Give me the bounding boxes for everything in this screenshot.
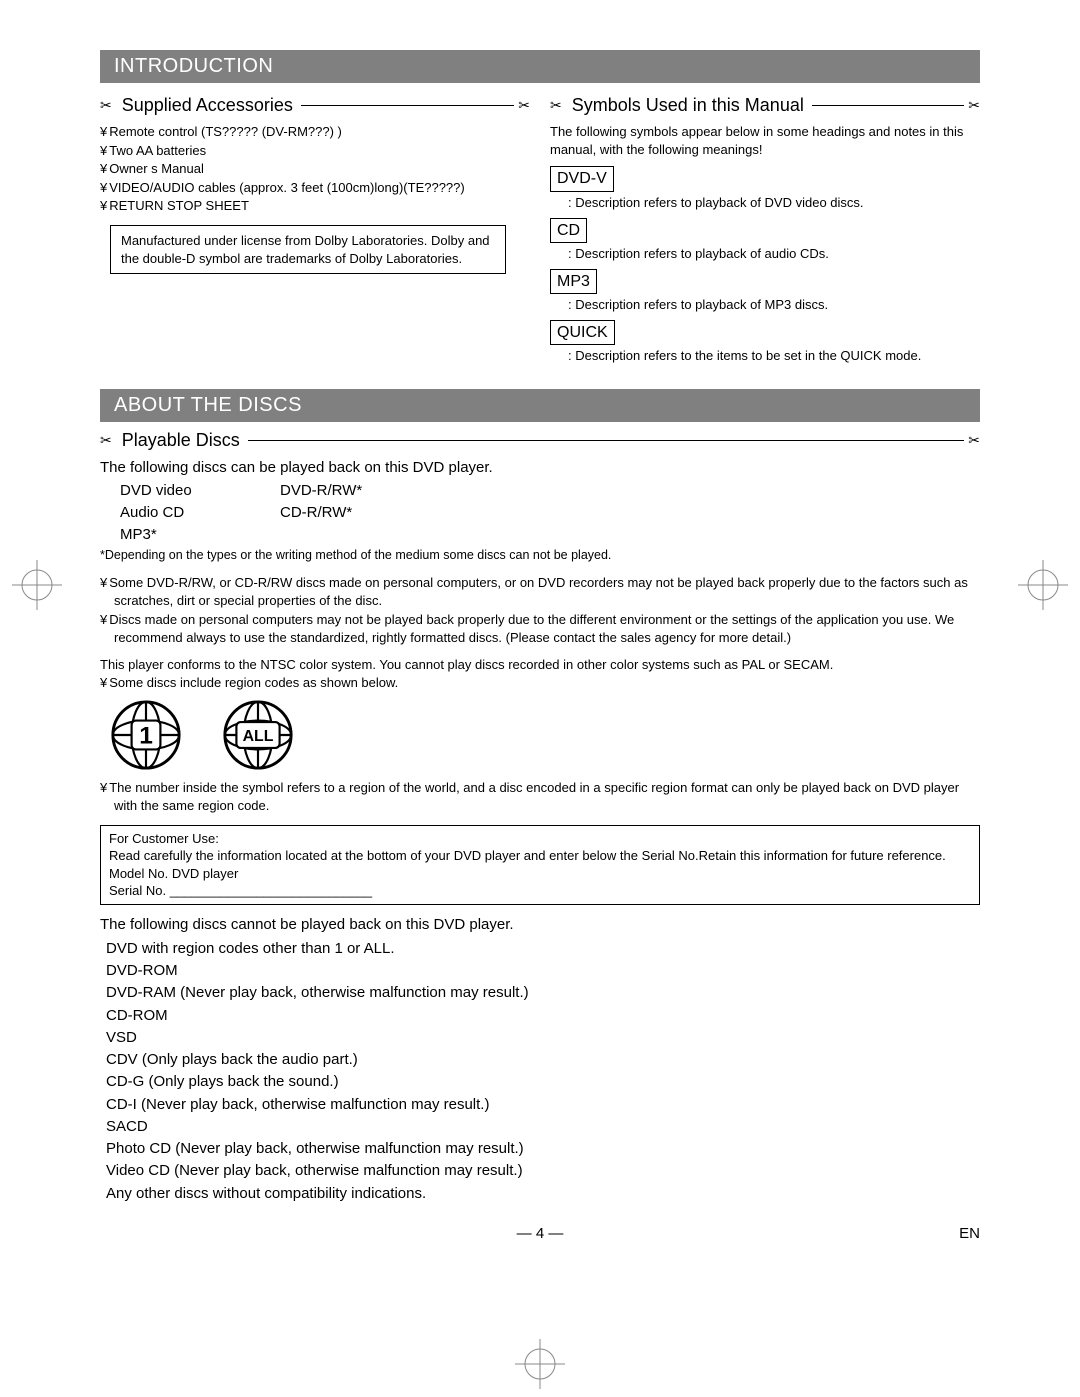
symbol-quick-label: QUICK — [550, 320, 615, 346]
scissor-icon: ✂ — [550, 96, 562, 115]
symbol-dvdv-label: DVD-V — [550, 166, 614, 192]
disc-note-item: Discs made on personal computers may not… — [100, 611, 980, 646]
disc-table-row: MP3* — [120, 525, 980, 545]
header-line — [812, 105, 964, 106]
symbols-col: ✂ Symbols Used in this Manual ✂ The foll… — [550, 89, 980, 371]
symbol-mp3-desc: Description refers to playback of MP3 di… — [568, 296, 980, 314]
region-note: The number inside the symbol refers to a… — [100, 779, 980, 814]
symbol-quick-desc: Description refers to the items to be se… — [568, 347, 980, 365]
cannot-item: DVD with region codes other than 1 or AL… — [106, 939, 980, 959]
cannot-item: CD-ROM — [106, 1006, 980, 1026]
disc-cell: DVD-R/RW* — [280, 481, 362, 501]
disc-cell: DVD video — [120, 481, 280, 501]
symbol-mp3-label: MP3 — [550, 269, 597, 295]
cannot-item: Photo CD (Never play back, otherwise mal… — [106, 1139, 980, 1159]
cannot-item: DVD-RAM (Never play back, otherwise malf… — [106, 983, 980, 1003]
disc-cell: CD-R/RW* — [280, 503, 352, 523]
region-note-text: The number inside the symbol refers to a… — [100, 779, 980, 814]
section-introduction-bar: INTRODUCTION — [100, 50, 980, 83]
customer-use-box: For Customer Use: Read carefully the inf… — [100, 825, 980, 905]
region-1-icon: 1 — [110, 699, 182, 771]
svg-text:ALL: ALL — [243, 728, 274, 745]
cannot-item: Any other discs without compatibility in… — [106, 1184, 980, 1204]
disc-notes: Some DVD-R/RW, or CD-R/RW discs made on … — [100, 574, 980, 646]
disc-footnote: *Depending on the types or the writing m… — [100, 547, 980, 564]
symbol-row: CD Description refers to playback of aud… — [550, 218, 980, 263]
section-about-bar: ABOUT THE DISCS — [100, 389, 980, 422]
region-intro-text: Some discs include region codes as shown… — [100, 674, 980, 692]
customer-line: Serial No. ____________________________ — [109, 882, 971, 900]
playable-intro: The following discs can be played back o… — [100, 458, 980, 478]
accessory-item: Owner s Manual — [100, 160, 530, 178]
region-intro: Some discs include region codes as shown… — [100, 674, 980, 692]
cannot-item: CDV (Only plays back the audio part.) — [106, 1050, 980, 1070]
cannot-item: DVD-ROM — [106, 961, 980, 981]
customer-line: Model No. DVD player — [109, 865, 971, 883]
intro-columns: ✂ Supplied Accessories ✂ Remote control … — [100, 89, 980, 371]
symbol-cd-desc: Description refers to playback of audio … — [568, 245, 980, 263]
page-number: — 4 — — [517, 1225, 564, 1242]
symbol-row: MP3 Description refers to playback of MP… — [550, 269, 980, 314]
crop-mark-icon — [515, 1339, 565, 1389]
cannot-item: CD-I (Never play back, otherwise malfunc… — [106, 1095, 980, 1115]
symbols-intro: The following symbols appear below in so… — [550, 123, 980, 158]
customer-line: Read carefully the information located a… — [109, 847, 971, 865]
symbol-cd-label: CD — [550, 218, 587, 244]
disc-table-row: DVD video DVD-R/RW* — [120, 481, 980, 501]
header-line — [248, 440, 964, 441]
symbols-title: Symbols Used in this Manual — [568, 93, 808, 117]
cannot-intro: The following discs cannot be played bac… — [100, 915, 980, 935]
supplied-accessories-header: ✂ Supplied Accessories ✂ — [100, 93, 530, 117]
symbol-row: DVD-V Description refers to playback of … — [550, 166, 980, 211]
symbol-dvdv-desc: Description refers to playback of DVD vi… — [568, 194, 980, 212]
region-all-icon: ALL — [222, 699, 294, 771]
about-discs-section: ABOUT THE DISCS ✂ Playable Discs ✂ The f… — [100, 389, 980, 1204]
disc-cell: Audio CD — [120, 503, 280, 523]
scissor-icon: ✂ — [968, 431, 980, 450]
accessory-item: Remote control (TS????? (DV-RM???) ) — [100, 123, 530, 141]
supplied-accessories-col: ✂ Supplied Accessories ✂ Remote control … — [100, 89, 530, 371]
disc-cell: MP3* — [120, 525, 280, 545]
crop-mark-icon — [12, 560, 62, 610]
accessory-item: VIDEO/AUDIO cables (approx. 3 feet (100c… — [100, 179, 530, 197]
crop-mark-icon — [1018, 560, 1068, 610]
scissor-icon: ✂ — [968, 96, 980, 115]
symbol-row: QUICK Description refers to the items to… — [550, 320, 980, 365]
header-line — [301, 105, 514, 106]
scissor-icon: ✂ — [100, 96, 112, 115]
page-language: EN — [959, 1224, 980, 1244]
cannot-list: DVD with region codes other than 1 or AL… — [100, 939, 980, 1204]
svg-text:1: 1 — [139, 723, 153, 750]
accessory-item: RETURN STOP SHEET — [100, 197, 530, 215]
accessory-item: Two AA batteries — [100, 142, 530, 160]
cannot-item: Video CD (Never play back, otherwise mal… — [106, 1161, 980, 1181]
scissor-icon: ✂ — [100, 431, 112, 450]
disc-table-row: Audio CD CD-R/RW* — [120, 503, 980, 523]
cannot-item: CD-G (Only plays back the sound.) — [106, 1072, 980, 1092]
playable-discs-header: ✂ Playable Discs ✂ — [100, 428, 980, 452]
symbols-header: ✂ Symbols Used in this Manual ✂ — [550, 93, 980, 117]
playable-discs-title: Playable Discs — [118, 428, 244, 452]
cannot-item: SACD — [106, 1117, 980, 1137]
dolby-license-box: Manufactured under license from Dolby La… — [110, 225, 506, 274]
cannot-item: VSD — [106, 1028, 980, 1048]
page-footer: — 4 — EN — [100, 1224, 980, 1244]
scissor-icon: ✂ — [518, 96, 530, 115]
ntsc-note: This player conforms to the NTSC color s… — [100, 656, 980, 674]
accessory-list: Remote control (TS????? (DV-RM???) ) Two… — [100, 123, 530, 215]
supplied-accessories-title: Supplied Accessories — [118, 93, 297, 117]
customer-line: For Customer Use: — [109, 830, 971, 848]
region-icons-row: 1 ALL — [110, 699, 980, 771]
disc-note-item: Some DVD-R/RW, or CD-R/RW discs made on … — [100, 574, 980, 609]
